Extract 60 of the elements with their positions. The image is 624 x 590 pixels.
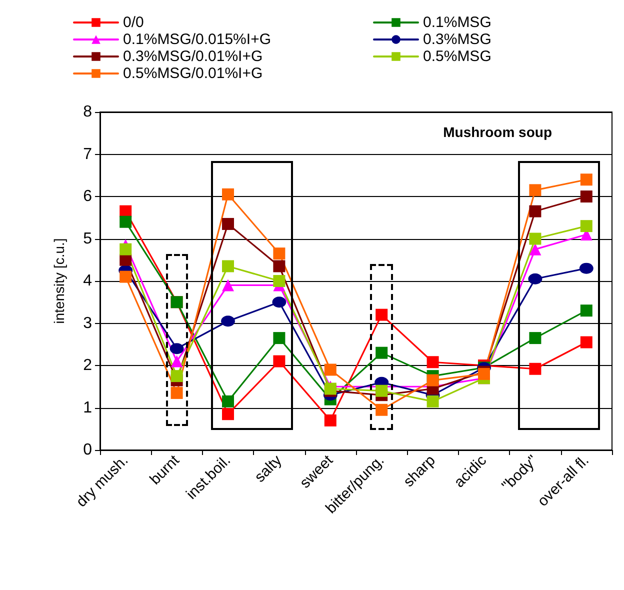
point bbox=[222, 395, 234, 408]
point bbox=[529, 243, 542, 256]
text: Mushroom soup bbox=[443, 124, 552, 140]
point bbox=[580, 190, 592, 202]
point bbox=[528, 273, 542, 284]
y-tick-label: 4 bbox=[83, 272, 92, 290]
point bbox=[170, 343, 184, 354]
point bbox=[376, 346, 388, 359]
legend-label: 0.3%MSG bbox=[423, 31, 492, 48]
point bbox=[426, 356, 439, 368]
legend-label: 0.1%MSG/0.015%I+G bbox=[123, 31, 271, 48]
point bbox=[324, 414, 336, 426]
legend-label: 0.3%MSG/0.01%I+G bbox=[123, 48, 263, 65]
point bbox=[222, 260, 234, 272]
y-tick-label: 3 bbox=[83, 314, 92, 332]
point bbox=[580, 336, 592, 348]
y-tick-label: 5 bbox=[83, 230, 92, 248]
point bbox=[273, 332, 286, 344]
point bbox=[273, 248, 286, 260]
point bbox=[272, 296, 286, 308]
y-tick-label: 7 bbox=[83, 146, 92, 163]
point bbox=[273, 260, 286, 272]
legend-label: 0/0 bbox=[123, 14, 144, 31]
legend-label: 0.1%MSG bbox=[423, 14, 492, 31]
point bbox=[529, 332, 542, 344]
y-tick-label: 6 bbox=[83, 188, 92, 205]
point bbox=[170, 370, 183, 382]
point bbox=[376, 404, 388, 416]
point bbox=[376, 384, 388, 397]
point bbox=[580, 174, 592, 186]
point bbox=[273, 355, 286, 368]
point bbox=[580, 304, 592, 317]
y-tick-label: 0 bbox=[83, 442, 92, 458]
point bbox=[170, 355, 183, 368]
point bbox=[222, 188, 234, 200]
point bbox=[426, 374, 439, 386]
point bbox=[580, 220, 592, 232]
y-tick-label: 1 bbox=[83, 399, 92, 416]
point bbox=[579, 262, 594, 274]
point bbox=[529, 184, 542, 196]
point bbox=[529, 232, 542, 245]
point bbox=[222, 218, 234, 230]
point bbox=[529, 205, 542, 218]
y-tick-label: 8 bbox=[83, 104, 92, 120]
point bbox=[120, 216, 132, 228]
point bbox=[376, 308, 388, 321]
point bbox=[273, 275, 286, 287]
point bbox=[324, 364, 336, 376]
legend-label: 0.5%MSG bbox=[423, 48, 492, 65]
point bbox=[426, 395, 439, 408]
point bbox=[222, 408, 234, 420]
point bbox=[120, 243, 132, 256]
point bbox=[529, 362, 542, 375]
point bbox=[120, 270, 132, 283]
y-tick-label: 2 bbox=[83, 357, 92, 374]
y-axis-title: intensity [c.u.] bbox=[51, 238, 67, 324]
point bbox=[222, 279, 234, 292]
legend-label: 0.5%MSG/0.01%I+G bbox=[123, 65, 263, 82]
point bbox=[221, 316, 235, 327]
point bbox=[170, 386, 183, 399]
